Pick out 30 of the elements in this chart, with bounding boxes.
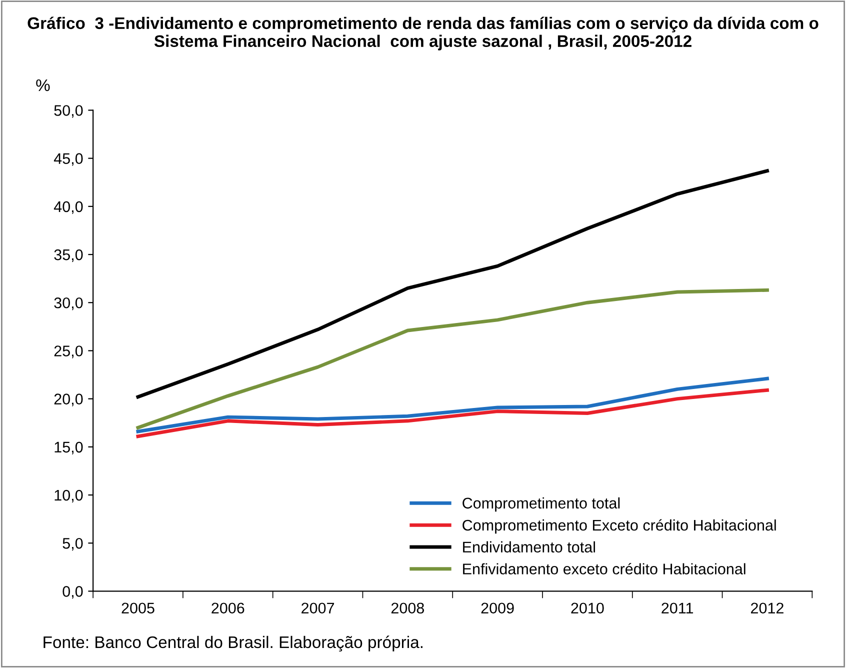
x-tick-label: 2011 bbox=[662, 602, 694, 614]
legend-label: Comprometimento total bbox=[462, 497, 620, 512]
y-tick-label: 30,0 bbox=[54, 297, 83, 310]
x-tick-label: 2008 bbox=[391, 602, 424, 614]
line-series bbox=[136, 288, 769, 430]
chart-title: Gráfico 3 -Endividamento e comprometimento de renda das famílias com o serviço da dívida com o Sistema Financeiro Nacional com ajuste sazonal , Brasil, 2005-2012 bbox=[28, 16, 818, 50]
x-tick-label: 2010 bbox=[571, 602, 604, 614]
line-series bbox=[136, 169, 769, 399]
y-tick-label: 45,0 bbox=[54, 153, 83, 166]
y-tick-label: 35,0 bbox=[54, 249, 83, 262]
legend-label: Enfividamento exceto crédito Habitacional bbox=[463, 563, 746, 574]
legend-label: Comprometimento Exceto crédito Habitacional bbox=[462, 519, 776, 534]
y-tick-label: 20,0 bbox=[54, 394, 83, 406]
x-tick-label: 2012 bbox=[750, 602, 784, 614]
x-tick-label: 2007 bbox=[302, 602, 334, 614]
y-tick-label: 25,0 bbox=[54, 346, 83, 358]
source-note: Fonte: Banco Central do Brasil. Elaboração própria. bbox=[44, 636, 422, 652]
y-axis-title: % bbox=[36, 79, 50, 92]
legend-label: Endividamento total bbox=[463, 541, 595, 553]
y-tick-label: 10,0 bbox=[54, 490, 83, 502]
line-series bbox=[136, 388, 769, 438]
y-tick-label: 15,0 bbox=[54, 442, 83, 454]
x-tick-label: 2009 bbox=[481, 602, 514, 614]
x-tick-label: 2006 bbox=[212, 602, 244, 614]
y-tick-label: 0,0 bbox=[62, 586, 83, 599]
y-tick-label: 50,0 bbox=[54, 105, 83, 118]
y-tick-label: 40,0 bbox=[54, 201, 83, 214]
x-tick-label: 2005 bbox=[122, 602, 154, 614]
line-series bbox=[136, 376, 769, 434]
y-tick-label: 5,0 bbox=[62, 538, 83, 551]
